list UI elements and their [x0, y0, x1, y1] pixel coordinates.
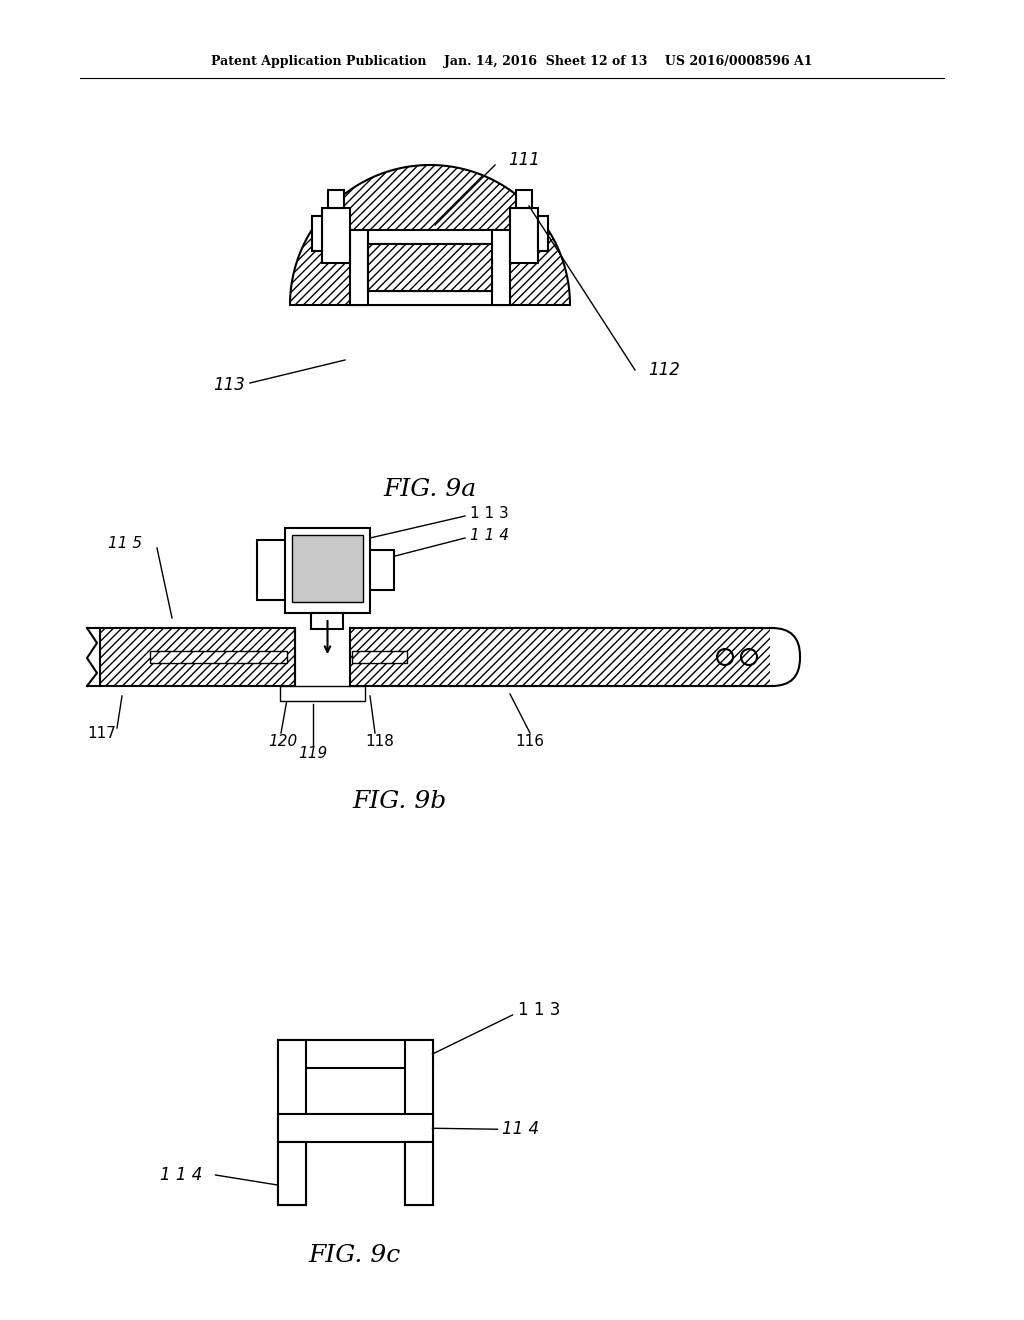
Text: Patent Application Publication    Jan. 14, 2016  Sheet 12 of 13    US 2016/00085: Patent Application Publication Jan. 14, … — [211, 55, 813, 69]
Bar — [516, 190, 532, 209]
Text: 116: 116 — [515, 734, 545, 748]
Bar — [350, 230, 510, 244]
Bar — [404, 1142, 432, 1205]
Bar — [278, 1040, 305, 1205]
Text: 113: 113 — [213, 376, 245, 393]
Text: 1 1 3: 1 1 3 — [470, 506, 509, 520]
Bar — [350, 290, 510, 305]
Bar — [510, 209, 538, 263]
Bar — [257, 540, 289, 601]
Bar — [280, 686, 365, 701]
Text: 120: 120 — [268, 734, 298, 748]
Bar — [292, 535, 362, 602]
Bar — [538, 216, 548, 251]
Bar — [404, 1040, 432, 1205]
Text: 118: 118 — [366, 734, 394, 748]
Text: 1 1 3: 1 1 3 — [517, 1001, 560, 1019]
Bar — [328, 190, 344, 209]
Bar — [278, 1040, 432, 1068]
Text: 119: 119 — [298, 747, 328, 762]
Bar — [278, 1114, 432, 1142]
Bar — [311, 612, 343, 630]
Text: FIG. 9b: FIG. 9b — [353, 789, 447, 813]
Bar — [366, 550, 394, 590]
Text: FIG. 9a: FIG. 9a — [383, 479, 476, 502]
Text: 111: 111 — [508, 150, 540, 169]
Text: FIG. 9c: FIG. 9c — [309, 1243, 401, 1266]
Text: 112: 112 — [648, 360, 680, 379]
Text: 117: 117 — [87, 726, 116, 742]
Bar — [322, 209, 350, 263]
Bar — [278, 1142, 305, 1205]
Bar — [350, 628, 770, 686]
Bar — [368, 244, 492, 290]
Text: 1 1 4: 1 1 4 — [470, 528, 509, 543]
FancyBboxPatch shape — [350, 628, 800, 686]
Bar — [492, 230, 510, 305]
Text: 11 5: 11 5 — [108, 536, 142, 550]
Bar — [150, 651, 287, 663]
Bar — [352, 651, 407, 663]
Polygon shape — [290, 165, 570, 305]
Text: 11 4: 11 4 — [503, 1121, 540, 1138]
Bar — [285, 528, 370, 612]
Bar — [350, 230, 368, 305]
Bar — [312, 216, 322, 251]
Text: 1 1 4: 1 1 4 — [160, 1166, 203, 1184]
Bar — [100, 628, 295, 686]
